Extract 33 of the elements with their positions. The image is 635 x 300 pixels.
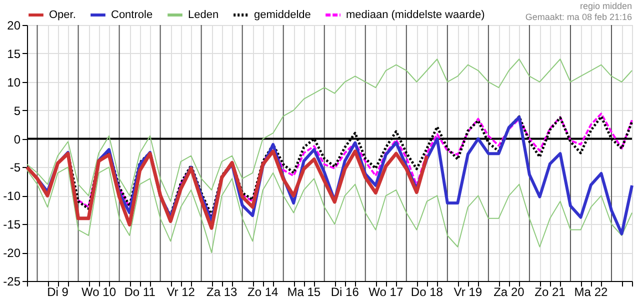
y-tick-label: 5 bbox=[14, 104, 21, 118]
legend-label: mediaan (middelste waarde) bbox=[346, 9, 485, 21]
x-tick-label: Za 20 bbox=[494, 285, 525, 299]
y-tick-label: -10 bbox=[3, 189, 21, 204]
y-tick-label: -20 bbox=[3, 246, 21, 260]
text: regio midden bbox=[580, 1, 632, 11]
legend-label: Controle bbox=[111, 9, 153, 21]
y-tick-label: 20 bbox=[7, 18, 21, 32]
line-series bbox=[26, 166, 632, 254]
text: Gemaakt: ma 08 feb 21:16 bbox=[525, 12, 632, 22]
y-tick-label: -15 bbox=[3, 218, 21, 232]
legend-label: Oper. bbox=[49, 9, 76, 21]
x-tick-label: Di 16 bbox=[330, 285, 360, 299]
x-tick-label: Wo 10 bbox=[82, 285, 116, 299]
y-tick-label: 15 bbox=[7, 46, 21, 61]
x-tick-label: Zo 14 bbox=[248, 285, 279, 299]
x-tick-label: Ma 15 bbox=[287, 285, 321, 299]
y-tick-label: -25 bbox=[3, 274, 21, 288]
x-tick-label: Ma 22 bbox=[574, 285, 608, 299]
x-tick-label: Do 11 bbox=[124, 285, 156, 299]
line-series bbox=[25, 150, 429, 230]
x-tick-label: Di 9 bbox=[47, 285, 69, 299]
x-tick-label: Vr 19 bbox=[454, 285, 482, 299]
legend-label: gemiddelde bbox=[254, 9, 311, 21]
y-tick-label: 10 bbox=[7, 75, 21, 90]
x-tick-label: Vr 12 bbox=[166, 285, 196, 299]
legend-label: Leden bbox=[188, 9, 219, 21]
x-tick-label: Za 13 bbox=[206, 285, 238, 299]
x-tick-label: Do 18 bbox=[410, 285, 444, 299]
x-tick-label: Zo 21 bbox=[534, 285, 566, 299]
y-tick-label: -5 bbox=[10, 160, 21, 175]
x-tick-label: Wo 17 bbox=[368, 285, 404, 299]
y-tick-label: 0 bbox=[14, 132, 21, 146]
